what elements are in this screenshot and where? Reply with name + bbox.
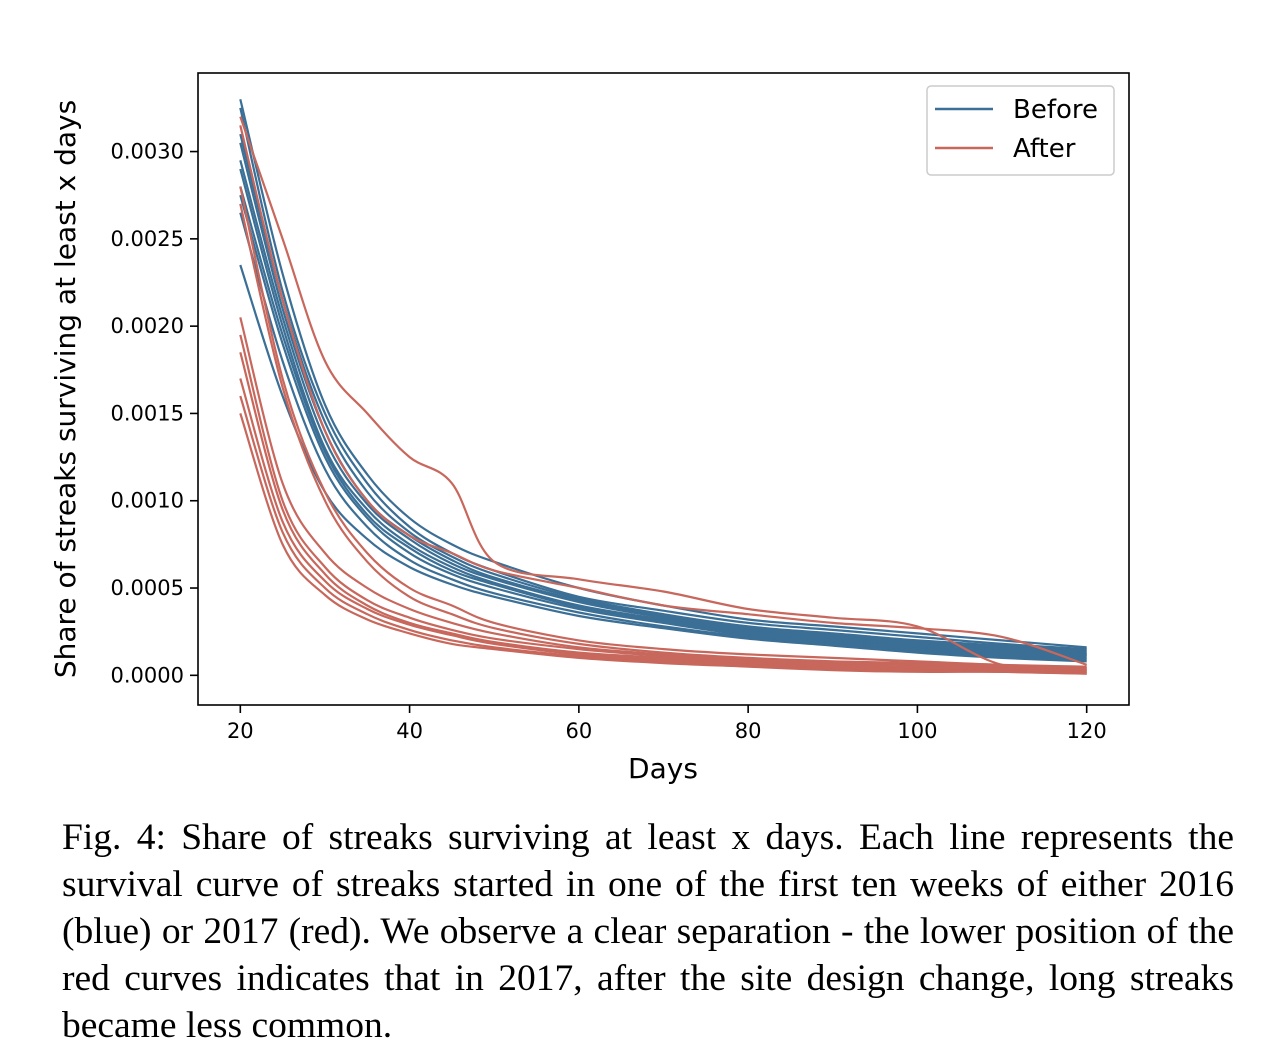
series-line-before-6 [239,168,1087,656]
series-line-after-7 [239,352,1087,673]
y-axis: 0.0000 0.0005 0.0010 0.0015 0.0020 0.0025 0.00… [111,140,198,687]
series-line-before-8 [239,194,1087,659]
series-line-after-6 [239,334,1087,672]
series-lines [239,98,1088,675]
series-line-before-10 [239,264,1087,663]
y-tick-label: 0.0000 [111,663,184,687]
y-tick-label: 0.0015 [111,401,184,425]
y-tick-label: 0.0025 [111,227,184,251]
series-line-after-3 [239,186,1087,668]
y-tick-label: 0.0030 [111,140,184,164]
legend: Before After [926,85,1115,176]
y-tick-label: 0.0005 [111,576,184,600]
series-line-after-10 [239,413,1087,675]
x-axis-title: Days [628,752,698,785]
x-tick-label: 40 [396,719,423,743]
series-line-before-4 [239,142,1087,654]
plot-area-frame [197,72,1130,706]
x-tick-label: 20 [227,719,254,743]
series-line-before-5 [239,160,1087,656]
y-tick-label: 0.0010 [111,489,184,513]
x-tick-label: 120 [1067,719,1107,743]
series-line-after-9 [239,395,1087,675]
legend-label-before: Before [1013,95,1098,125]
figure-caption: Fig. 4: Share of streaks surviving at le… [62,817,1234,1046]
survival-chart: 20 40 60 80 100 120 0.00000.00050.00100.00150… [49,72,1130,785]
series-line-before-7 [239,186,1087,658]
y-tick-label: 0.0020 [111,314,184,338]
series-line-before-1 [239,98,1087,649]
x-tick-label: 60 [565,719,592,743]
series-line-after-5 [239,317,1087,672]
y-axis-title: Share of streaks surviving at least x da… [49,100,82,678]
series-line-before-2 [239,107,1087,651]
legend-label-after: After [1013,134,1076,164]
series-line-after-2 [239,125,1088,666]
x-tick-label: 100 [897,719,937,743]
series-line-after-4 [239,203,1087,670]
series-line-after-1 [239,116,1087,671]
x-axis: 20 40 60 80 100 120 [227,705,1107,743]
x-tick-label: 80 [735,719,762,743]
series-line-before-3 [239,133,1087,652]
series-line-before-9 [239,212,1087,661]
